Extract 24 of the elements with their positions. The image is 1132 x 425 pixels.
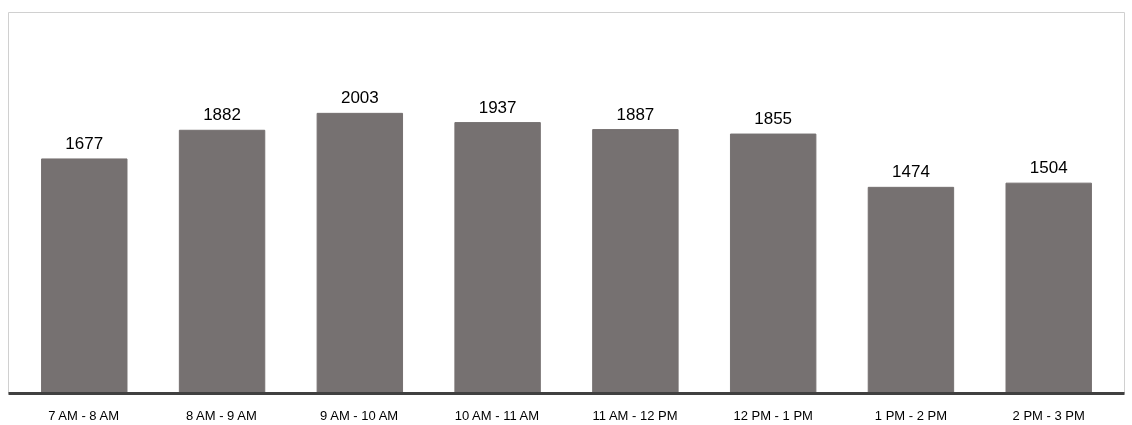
x-tick-label: 8 AM - 9 AM — [185, 407, 257, 423]
data-label: 1887 — [616, 104, 655, 124]
x-tick-label: 12 PM - 1 PM — [733, 407, 813, 423]
x-tick-label: 9 AM - 10 AM — [320, 407, 399, 423]
data-label: 2003 — [340, 88, 379, 108]
bar — [1005, 182, 1092, 394]
x-tick-label: 7 AM - 8 AM — [48, 407, 119, 423]
bar — [316, 112, 404, 394]
bar — [454, 122, 541, 394]
data-label: 1855 — [754, 109, 793, 129]
data-label: 1937 — [478, 97, 517, 117]
data-label: 1677 — [65, 133, 104, 153]
bar — [41, 158, 128, 394]
bar — [729, 133, 817, 394]
data-label: 1882 — [203, 105, 241, 125]
bar — [592, 129, 679, 394]
x-tick-label: 10 AM - 11 AM — [454, 407, 540, 423]
data-label: 1504 — [1029, 158, 1068, 178]
x-tick-label: 2 PM - 3 PM — [1012, 407, 1085, 423]
bar — [178, 129, 266, 394]
x-tick-label: 11 AM - 12 PM — [592, 407, 678, 423]
data-label: 1474 — [892, 162, 930, 182]
x-tick-label: 1 PM - 2 PM — [874, 407, 948, 423]
bar — [867, 186, 955, 394]
